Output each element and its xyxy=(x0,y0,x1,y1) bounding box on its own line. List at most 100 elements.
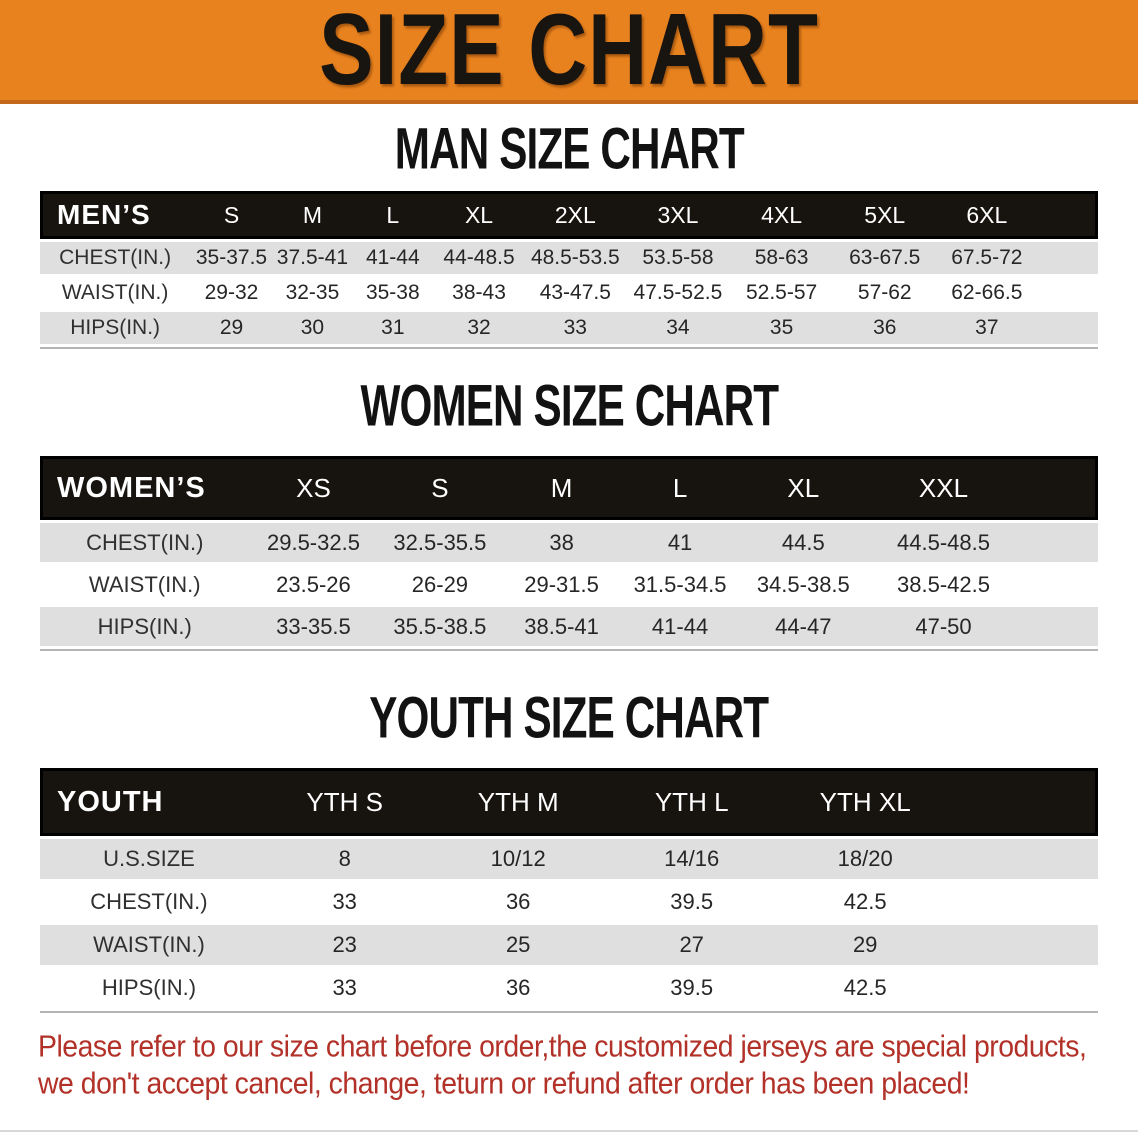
size-value-cell: 37.5-41 xyxy=(272,242,353,274)
men-col-3xl: 3XL xyxy=(626,191,730,239)
size-value-cell: 52.5-57 xyxy=(729,277,834,309)
men-size-table: MEN’S S M L XL 2XL 3XL 4XL 5XL 6XL CHEST… xyxy=(40,188,1098,347)
size-value-cell: 29-31.5 xyxy=(502,565,621,604)
size-value-cell: 29.5-32.5 xyxy=(249,523,378,562)
women-table-wrap: WOMEN’S XS S M L XL XXL CHEST(IN.) 29.5-… xyxy=(40,453,1098,651)
size-value-cell: 35.5-38.5 xyxy=(377,607,503,646)
size-value-cell: 53.5-58 xyxy=(626,242,730,274)
size-value-cell: 41-44 xyxy=(620,607,740,646)
size-value-cell: 63-67.5 xyxy=(833,242,937,274)
youth-header-row: YOUTH YTH S YTH M YTH L YTH XL xyxy=(40,768,1098,836)
size-value-cell: 34.5-38.5 xyxy=(739,565,868,604)
filler-cell xyxy=(1019,565,1098,604)
size-value-cell: 44-48.5 xyxy=(433,242,525,274)
size-value-cell: 43-47.5 xyxy=(524,277,627,309)
size-value-cell: 41-44 xyxy=(352,242,434,274)
men-table-wrap: MEN’S S M L XL 2XL 3XL 4XL 5XL 6XL CHEST… xyxy=(40,188,1098,349)
size-value-cell: 67.5-72 xyxy=(936,242,1038,274)
size-value-cell: 29 xyxy=(778,925,952,965)
men-col-s: S xyxy=(190,191,273,239)
size-value-cell: 25 xyxy=(431,925,605,965)
women-waist-row: WAIST(IN.) 23.5-26 26-29 29-31.5 31.5-34… xyxy=(40,565,1098,604)
row-label: HIPS(IN.) xyxy=(40,607,250,646)
filler-cell xyxy=(1037,242,1098,274)
filler-cell xyxy=(1019,607,1098,646)
women-col-s: S xyxy=(377,456,503,520)
size-value-cell: 31.5-34.5 xyxy=(620,565,740,604)
size-value-cell: 48.5-53.5 xyxy=(524,242,627,274)
size-chart-banner: SIZE CHART xyxy=(0,0,1138,104)
size-value-cell: 8 xyxy=(257,839,432,879)
filler-cell xyxy=(1037,312,1098,344)
size-value-cell: 32.5-35.5 xyxy=(377,523,503,562)
size-value-cell: 57-62 xyxy=(833,277,937,309)
women-col-xxl: XXL xyxy=(867,456,1020,520)
size-value-cell: 27 xyxy=(604,925,779,965)
youth-ussize-row: U.S.SIZE 8 10/12 14/16 18/20 xyxy=(40,839,1098,879)
size-value-cell: 38-43 xyxy=(433,277,525,309)
size-value-cell: 30 xyxy=(272,312,353,344)
size-value-cell: 36 xyxy=(431,882,605,922)
youth-size-table: YOUTH YTH S YTH M YTH L YTH XL U.S.SIZE … xyxy=(40,765,1098,1011)
women-col-m: M xyxy=(502,456,621,520)
men-col-2xl: 2XL xyxy=(524,191,627,239)
row-label: WAIST(IN.) xyxy=(40,925,258,965)
size-value-cell: 42.5 xyxy=(778,882,952,922)
row-label: CHEST(IN.) xyxy=(40,242,191,274)
youth-col-s: YTH S xyxy=(257,768,432,836)
men-header-filler xyxy=(1037,191,1098,239)
size-value-cell: 14/16 xyxy=(604,839,779,879)
women-col-l: L xyxy=(620,456,740,520)
size-value-cell: 36 xyxy=(431,968,605,1008)
men-col-l: L xyxy=(352,191,434,239)
size-value-cell: 42.5 xyxy=(778,968,952,1008)
banner-title: SIZE CHART xyxy=(319,0,819,107)
size-value-cell: 33 xyxy=(257,882,432,922)
policy-line-1: Please refer to our size chart before or… xyxy=(38,1030,1087,1064)
row-label: CHEST(IN.) xyxy=(40,523,250,562)
size-value-cell: 23.5-26 xyxy=(249,565,378,604)
row-label: WAIST(IN.) xyxy=(40,277,191,309)
men-header-row: MEN’S S M L XL 2XL 3XL 4XL 5XL 6XL xyxy=(40,191,1098,239)
youth-waist-row: WAIST(IN.) 23 25 27 29 xyxy=(40,925,1098,965)
filler-cell xyxy=(951,968,1098,1008)
row-label: HIPS(IN.) xyxy=(40,968,258,1008)
youth-table-title: YOUTH xyxy=(40,768,258,836)
men-col-m: M xyxy=(272,191,353,239)
women-section-heading: WOMEN SIZE CHART xyxy=(360,374,779,439)
size-value-cell: 38 xyxy=(502,523,621,562)
men-section-heading: MAN SIZE CHART xyxy=(394,117,744,182)
row-label: WAIST(IN.) xyxy=(40,565,250,604)
size-value-cell: 36 xyxy=(833,312,937,344)
men-col-4xl: 4XL xyxy=(729,191,834,239)
policy-line-2: we don't accept cancel, change, teturn o… xyxy=(38,1067,970,1101)
size-value-cell: 35 xyxy=(729,312,834,344)
size-value-cell: 47.5-52.5 xyxy=(626,277,730,309)
youth-header-filler xyxy=(951,768,1098,836)
youth-col-l: YTH L xyxy=(604,768,779,836)
men-waist-row: WAIST(IN.) 29-32 32-35 35-38 38-43 43-47… xyxy=(40,277,1098,309)
order-policy-note: Please refer to our size chart before or… xyxy=(38,1029,1138,1103)
size-value-cell: 10/12 xyxy=(431,839,605,879)
size-value-cell: 33 xyxy=(257,968,432,1008)
size-value-cell: 33-35.5 xyxy=(249,607,378,646)
men-table-title: MEN’S xyxy=(40,191,191,239)
women-col-xs: XS xyxy=(249,456,378,520)
women-table-title: WOMEN’S xyxy=(40,456,250,520)
size-value-cell: 38.5-41 xyxy=(502,607,621,646)
size-value-cell: 32 xyxy=(433,312,525,344)
women-chest-row: CHEST(IN.) 29.5-32.5 32.5-35.5 38 41 44.… xyxy=(40,523,1098,562)
size-value-cell: 62-66.5 xyxy=(936,277,1038,309)
youth-table-wrap: YOUTH YTH S YTH M YTH L YTH XL U.S.SIZE … xyxy=(40,765,1098,1013)
filler-cell xyxy=(1037,277,1098,309)
size-value-cell: 32-35 xyxy=(272,277,353,309)
row-label: HIPS(IN.) xyxy=(40,312,191,344)
row-label: U.S.SIZE xyxy=(40,839,258,879)
size-value-cell: 47-50 xyxy=(867,607,1020,646)
size-value-cell: 31 xyxy=(352,312,434,344)
size-value-cell: 29 xyxy=(190,312,273,344)
youth-col-xl: YTH XL xyxy=(778,768,952,836)
size-value-cell: 23 xyxy=(257,925,432,965)
men-chest-row: CHEST(IN.) 35-37.5 37.5-41 41-44 44-48.5… xyxy=(40,242,1098,274)
